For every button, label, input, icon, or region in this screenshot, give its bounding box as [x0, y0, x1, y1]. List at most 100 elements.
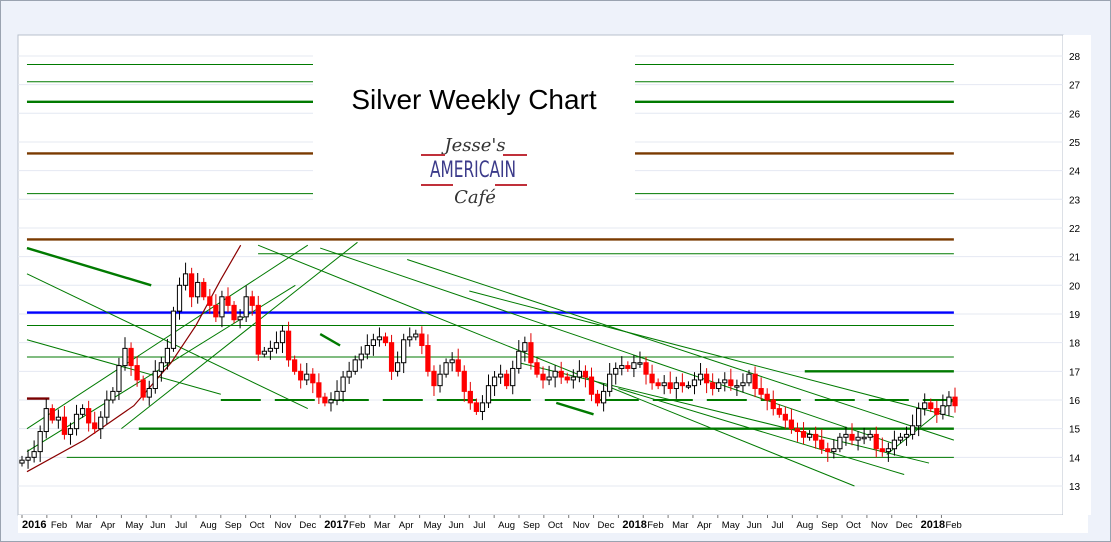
- candle-body: [946, 396, 952, 407]
- candle: [643, 356, 649, 385]
- candle-body: [31, 451, 37, 458]
- candle: [207, 289, 213, 314]
- candle: [722, 372, 728, 392]
- candle-body: [588, 376, 595, 395]
- candle-body: [128, 347, 134, 367]
- candle: [770, 390, 776, 416]
- candle-body: [140, 379, 146, 398]
- candle: [479, 395, 486, 421]
- candle: [710, 373, 716, 396]
- candle: [831, 439, 837, 459]
- candle-body: [504, 373, 510, 387]
- candle-body: [849, 433, 855, 441]
- candle: [43, 399, 49, 439]
- candle: [570, 369, 576, 389]
- candle: [703, 368, 710, 394]
- candle: [776, 404, 782, 418]
- x-tick-label: 2016: [22, 519, 46, 531]
- candle: [522, 336, 528, 362]
- candle-body: [691, 379, 698, 387]
- candle: [279, 325, 286, 353]
- candle-body: [189, 273, 195, 298]
- trendline: [26, 244, 309, 430]
- candle: [600, 383, 607, 412]
- candle: [382, 332, 389, 347]
- candle: [407, 327, 413, 347]
- candle: [134, 356, 140, 387]
- candle: [322, 392, 328, 407]
- candle-body: [443, 362, 449, 375]
- candle-body: [794, 428, 801, 433]
- candle: [110, 387, 116, 404]
- candle: [255, 295, 261, 361]
- trendline: [555, 401, 594, 416]
- candle: [861, 427, 867, 445]
- candle: [594, 389, 601, 407]
- candle: [740, 373, 746, 393]
- trendline: [407, 259, 955, 441]
- y-tick-label: 15: [1069, 425, 1081, 436]
- candle-body: [607, 373, 613, 392]
- candle: [909, 414, 916, 440]
- y-tick-label: 19: [1069, 310, 1081, 321]
- candle: [249, 290, 255, 316]
- x-tick-label: Jul: [175, 520, 187, 531]
- candle: [455, 348, 461, 377]
- candle-body: [231, 304, 237, 321]
- candle-body: [225, 296, 231, 306]
- candle-body: [292, 359, 298, 372]
- y-tick-label: 18: [1069, 339, 1081, 350]
- candle-body: [213, 304, 219, 318]
- candle: [637, 351, 643, 368]
- candle: [619, 356, 625, 376]
- candle-body: [619, 365, 625, 369]
- candle: [485, 374, 492, 409]
- candle-body: [182, 273, 189, 286]
- candle-body: [267, 347, 274, 352]
- candle: [310, 368, 316, 394]
- candle: [298, 363, 304, 389]
- x-tick-label: Aug: [200, 520, 217, 531]
- y-tick-label: 16: [1069, 396, 1081, 407]
- candle-body: [255, 304, 261, 355]
- candle: [201, 278, 207, 301]
- candle-body: [152, 370, 158, 390]
- parabolic-curve: [26, 244, 242, 473]
- x-tick-label: Feb: [51, 520, 67, 531]
- candle: [273, 331, 280, 354]
- y-tick-label: 23: [1069, 195, 1081, 206]
- candle-body: [395, 362, 401, 372]
- candle-body: [195, 281, 201, 298]
- candle-body: [679, 382, 685, 387]
- y-tick-label: 24: [1069, 167, 1081, 178]
- candle-body: [207, 296, 213, 306]
- candle: [546, 365, 552, 386]
- candle-body: [940, 405, 946, 415]
- candle-body: [201, 281, 207, 298]
- candle: [49, 404, 55, 424]
- candle-body: [825, 448, 831, 453]
- trendline: [26, 339, 221, 395]
- candle: [837, 432, 843, 453]
- candle-body: [806, 433, 813, 438]
- candle-body: [92, 422, 98, 430]
- candle-body: [722, 379, 728, 384]
- candle: [564, 372, 570, 384]
- candle: [849, 423, 855, 446]
- candle: [679, 373, 685, 393]
- candle-body: [788, 419, 795, 430]
- candle-body: [116, 365, 122, 392]
- candle: [891, 430, 898, 456]
- candle-body: [304, 373, 310, 381]
- candle: [401, 333, 407, 374]
- candle: [116, 357, 122, 400]
- candle-body: [37, 431, 43, 453]
- candle-body: [746, 373, 752, 384]
- x-tick-label: Sep: [523, 520, 540, 531]
- candle: [867, 430, 873, 441]
- candle-body: [867, 433, 873, 438]
- candle: [170, 306, 177, 352]
- candle: [237, 309, 243, 329]
- candle: [607, 363, 613, 397]
- candle-body: [697, 373, 704, 381]
